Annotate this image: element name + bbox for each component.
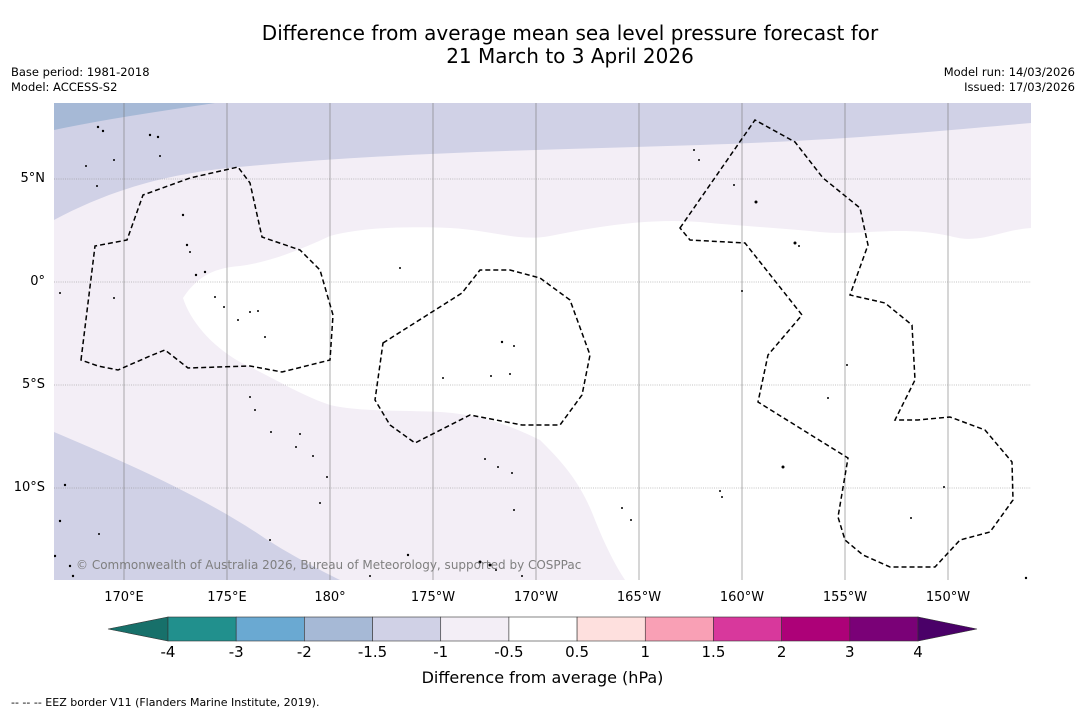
eez-border-phoenix [374, 269, 591, 444]
eez-legend-note: -- -- -- EEZ border V11 (Flanders Marine… [11, 696, 320, 709]
colorbar-swatch [644, 616, 714, 642]
colorbar-tick: -2 [296, 643, 312, 661]
chart-title: Difference from average mean sea level p… [0, 22, 1085, 68]
lon-label-175e: 175°E [207, 590, 247, 605]
lat-label-5n: 5°N [20, 171, 46, 186]
colorbar-swatch [304, 616, 373, 642]
colorbar-swatch [576, 616, 646, 642]
colorbar-swatch [713, 616, 782, 642]
lon-label-160w: 160°W [719, 590, 765, 605]
model-name: Model: ACCESS-S2 [11, 80, 118, 94]
meta-left: Base period: 1981-2018 Model: ACCESS-S2 [11, 65, 150, 95]
pressure-map [54, 103, 1031, 580]
title-line-1: Difference from average mean sea level p… [261, 21, 879, 45]
colorbar-tick: 4 [913, 643, 923, 661]
colorbar-tick: -0.5 [494, 643, 524, 661]
colorbar-extend-high [917, 616, 978, 642]
anomaly-zone-north-light [54, 103, 1031, 580]
colorbar-tick: -3 [228, 643, 244, 661]
colorbar-title: Difference from average (hPa) [421, 668, 664, 687]
colorbar-swatch [235, 616, 305, 642]
base-period: Base period: 1981-2018 [11, 65, 150, 79]
lat-label-0: 0° [30, 274, 45, 289]
colorbar-tick: 3 [845, 643, 855, 661]
anomaly-zone-north-mid [54, 103, 1031, 220]
lon-label-150w: 150°W [925, 590, 971, 605]
colorbar-swatch [167, 616, 237, 642]
anomaly-zone-south-mid [54, 432, 340, 580]
title-line-2: 21 March to 3 April 2026 [446, 44, 694, 68]
colorbar-tick: 2 [776, 643, 787, 661]
colorbar-swatch [781, 616, 851, 642]
issued-date: Issued: 17/03/2026 [964, 80, 1075, 94]
lon-label-170w: 170°W [513, 590, 559, 605]
lat-label-10s: 10°S [13, 480, 45, 495]
colorbar-swatch [440, 616, 510, 642]
colorbar-tick: 0.5 [565, 643, 589, 661]
colorbar-tick: -4 [160, 643, 176, 661]
model-run: Model run: 14/03/2026 [943, 65, 1075, 79]
meta-right: Model run: 14/03/2026 Issued: 17/03/2026 [944, 65, 1075, 95]
colorbar-tick: 1 [640, 643, 651, 661]
colorbar-swatch [508, 616, 578, 642]
colorbar-tick: -1.5 [357, 643, 388, 661]
eez-border-kiribati-gilberts [80, 166, 334, 373]
lon-label-180: 180° [314, 590, 346, 605]
lon-label-175w: 175°W [410, 590, 456, 605]
lon-label-165w: 165°W [616, 590, 662, 605]
eez-border-line-islands [679, 119, 1014, 568]
anomaly-zone-north-strong [54, 103, 215, 130]
colorbar-swatch [849, 616, 919, 642]
colorbar-extend-low [107, 616, 169, 642]
lon-label-155w: 155°W [822, 590, 868, 605]
lon-label-170e: 170°E [104, 590, 144, 605]
lat-label-5s: 5°S [21, 377, 45, 392]
copyright-notice: © Commonwealth of Australia 2026, Bureau… [76, 558, 582, 572]
colorbar-tick: -1 [433, 643, 449, 661]
colorbar-tick: 1.5 [701, 643, 726, 661]
colorbar-swatch [372, 616, 442, 642]
